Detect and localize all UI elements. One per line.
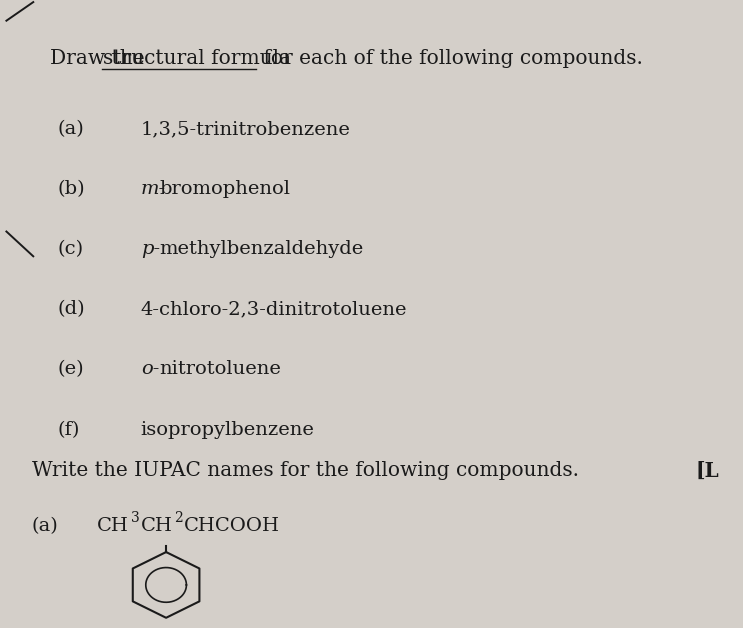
Text: CH: CH <box>140 517 172 534</box>
Text: (c): (c) <box>57 240 83 258</box>
Text: 1,3,5-trinitrobenzene: 1,3,5-trinitrobenzene <box>140 120 351 138</box>
Text: isopropylbenzene: isopropylbenzene <box>140 421 314 438</box>
Text: (b): (b) <box>57 180 85 198</box>
Text: for each of the following compounds.: for each of the following compounds. <box>257 48 643 68</box>
Text: structural formula: structural formula <box>103 48 291 68</box>
Text: methylbenzaldehyde: methylbenzaldehyde <box>160 240 364 258</box>
Text: p-: p- <box>140 240 160 258</box>
Text: CHCOOH: CHCOOH <box>184 517 280 534</box>
Text: (a): (a) <box>57 120 84 138</box>
Text: 2: 2 <box>174 511 183 524</box>
Text: m-: m- <box>140 180 166 198</box>
Text: 4-chloro-2,3-dinitrotoluene: 4-chloro-2,3-dinitrotoluene <box>140 300 407 318</box>
Text: (d): (d) <box>57 300 85 318</box>
Text: o-: o- <box>140 360 159 379</box>
Text: (a): (a) <box>32 517 59 534</box>
Text: nitrotoluene: nitrotoluene <box>160 360 282 379</box>
Text: (e): (e) <box>57 360 84 379</box>
Text: (f): (f) <box>57 421 80 438</box>
Text: Draw the: Draw the <box>50 48 151 68</box>
Text: bromophenol: bromophenol <box>160 180 291 198</box>
Text: 3: 3 <box>131 511 139 524</box>
Text: [L: [L <box>696 461 720 481</box>
Text: Write the IUPAC names for the following compounds.: Write the IUPAC names for the following … <box>32 461 579 480</box>
Text: CH: CH <box>97 517 129 534</box>
